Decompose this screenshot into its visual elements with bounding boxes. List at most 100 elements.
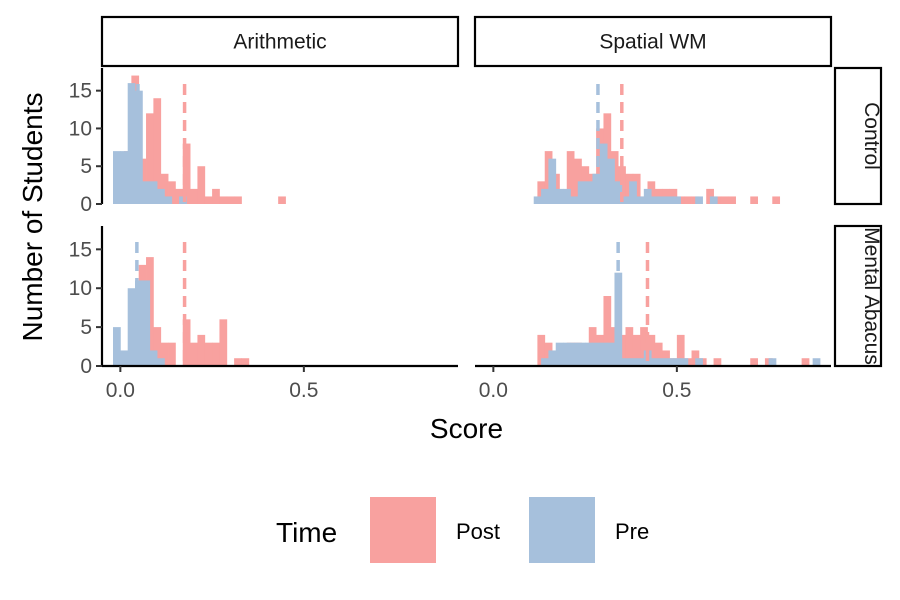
x-tick-label: 0.5: [289, 379, 318, 402]
post-bar: [212, 342, 220, 366]
post-bar: [219, 196, 228, 204]
facet-strips: Arithmetic Spatial WM Control Mental Abacus: [100, 15, 883, 368]
post-bar: [197, 334, 206, 366]
x-axis-title: Score: [430, 413, 503, 444]
post-bar: [204, 342, 213, 366]
y-tick-label: 15: [69, 80, 92, 103]
post-bar: [684, 196, 692, 204]
pre-bar: [695, 196, 703, 204]
pre-bar: [599, 143, 608, 204]
post-bar: [182, 143, 191, 204]
post-bar: [153, 327, 162, 366]
pre-bar: [142, 280, 151, 366]
post-bar: [197, 166, 206, 204]
post-bar: [772, 196, 781, 204]
post-bar: [168, 342, 176, 366]
post-bar: [603, 296, 612, 366]
y-tick-label: 15: [69, 238, 92, 261]
pre-bar: [577, 342, 586, 366]
post-bar: [640, 327, 648, 366]
post-bar: [241, 358, 250, 366]
pre-bar: [555, 342, 564, 366]
post-bar: [204, 196, 213, 204]
post-bar: [153, 98, 162, 204]
pre-bar: [621, 358, 630, 366]
pre-bar: [113, 327, 121, 366]
post-bar: [190, 188, 198, 204]
pre-bar: [629, 358, 637, 366]
pre-bar: [651, 358, 659, 366]
pre-bar: [548, 158, 557, 204]
legend-label-pre: Pre: [615, 519, 649, 544]
post-bar: [146, 113, 154, 204]
strip-col-arithmetic: [100, 15, 460, 68]
pre-bar: [665, 196, 674, 204]
pre-bar: [541, 188, 549, 204]
pre-bar: [577, 181, 586, 204]
pre-bar: [812, 358, 821, 366]
pre-bar: [673, 358, 681, 366]
post-bar: [168, 181, 176, 204]
pre-bar: [614, 181, 623, 204]
pre-bar: [665, 358, 674, 366]
post-bar: [750, 358, 758, 366]
pre-bar: [164, 196, 173, 204]
pre-bar: [120, 151, 129, 204]
pre-bar: [157, 188, 165, 204]
pre-bar: [651, 196, 659, 204]
pre-bar: [157, 358, 165, 366]
post-bar: [212, 188, 220, 204]
pre-bar: [658, 196, 667, 204]
pre-bar: [592, 173, 601, 204]
post-bar: [632, 334, 641, 366]
legend-title: Time: [276, 517, 337, 548]
pre-bar: [570, 196, 579, 204]
y-tick-label: 10: [69, 117, 92, 140]
post-bar: [234, 196, 242, 204]
pre-bar: [607, 342, 615, 366]
strip-row-control: [833, 66, 883, 206]
post-bar: [720, 196, 729, 204]
pre-bar: [636, 358, 645, 366]
legend-key-post: [370, 497, 436, 563]
pre-bar: [592, 342, 601, 366]
strip-row-label: Control: [860, 102, 883, 170]
post-bar: [625, 327, 634, 366]
facet-panels: [113, 75, 821, 366]
legend: Time Post Pre: [276, 497, 649, 563]
pre-bar: [658, 358, 667, 366]
post-bar: [278, 196, 286, 204]
panel-mental-abacus-spatial-wm: [537, 242, 821, 366]
pre-bar: [599, 342, 608, 366]
y-axis-title: Number of Students: [17, 92, 48, 341]
post-bar: [728, 196, 736, 204]
post-bar: [219, 319, 228, 366]
post-bar: [234, 358, 242, 366]
pre-bar: [127, 288, 136, 366]
strip-row-label: Mental Abacus: [860, 227, 883, 365]
pre-bar: [555, 188, 564, 204]
pre-bar: [643, 188, 652, 204]
y-tick-label: 10: [69, 277, 92, 300]
strip-row-mental-abacus: [833, 224, 883, 368]
pre-bar: [695, 358, 703, 366]
pre-bar: [636, 196, 645, 204]
pre-bar: [585, 342, 593, 366]
pre-bar: [120, 350, 129, 366]
pre-bar: [585, 181, 593, 204]
pre-bar: [563, 342, 571, 366]
pre-bar: [621, 196, 630, 204]
pre-bar: [127, 83, 136, 204]
y-tick-label: 0: [80, 355, 92, 378]
legend-label-post: Post: [456, 519, 500, 544]
post-bar: [537, 334, 546, 366]
post-bar: [566, 151, 575, 204]
x-tick-label: 0.0: [479, 379, 508, 402]
panel-mental-abacus-arithmetic: [113, 242, 250, 366]
x-tick-label: 0.5: [662, 379, 691, 402]
pre-bar: [149, 181, 158, 204]
pre-bar: [607, 158, 615, 204]
pre-bar: [533, 196, 542, 204]
pre-bar: [541, 358, 549, 366]
pre-bar: [629, 181, 637, 204]
